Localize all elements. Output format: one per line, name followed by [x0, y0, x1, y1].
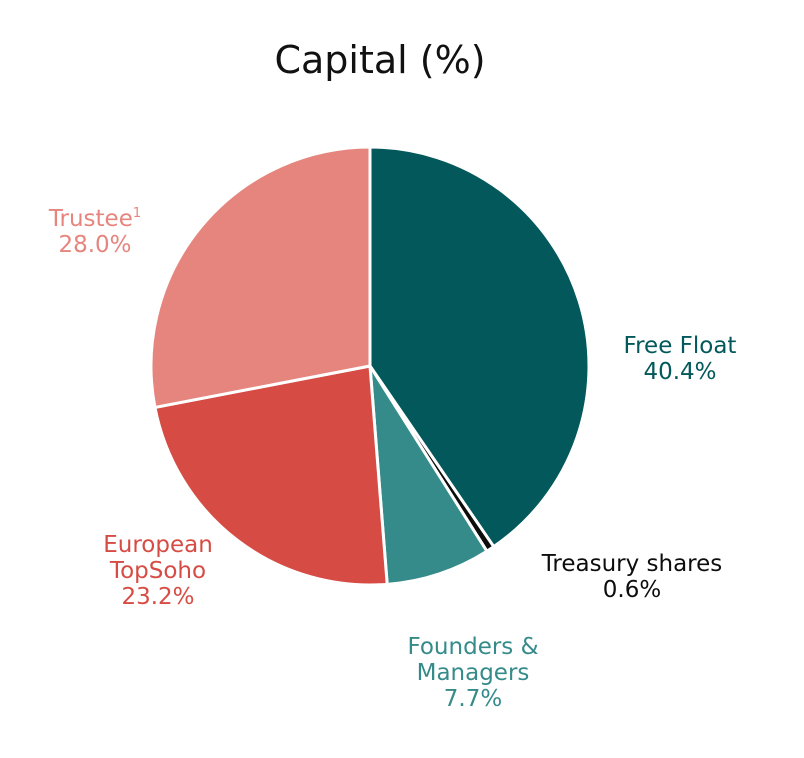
label-free-float-value: 40.4% [643, 359, 717, 385]
pie-slice-founders-managers [368, 364, 489, 586]
label-free-float-name: Free Float [623, 333, 737, 359]
label-founders-managers: Founders & Managers 7.7% [383, 634, 563, 712]
label-trustee: Trustee1 28.0% [30, 206, 160, 258]
label-treasury-name: Treasury shares [541, 551, 723, 577]
label-european-line1: European [103, 532, 213, 558]
label-european-value: 23.2% [121, 584, 195, 610]
label-trustee-value: 28.0% [58, 232, 132, 258]
label-european-topsoho: European TopSoho 23.2% [88, 532, 228, 610]
trustee-footnote-mark: 1 [132, 205, 142, 221]
label-treasury-value: 0.6% [602, 577, 662, 603]
label-trustee-line1: Trustee1 [30, 206, 160, 232]
chart-title: Capital (%) [274, 38, 486, 82]
label-founders-line2: Managers [416, 660, 530, 686]
label-founders-value: 7.7% [443, 686, 503, 712]
label-european-line2: TopSoho [109, 558, 207, 584]
pie-slice-free-float [368, 145, 591, 549]
label-trustee-name: Trustee [48, 206, 133, 232]
pie-slice-european-topsoho [153, 364, 389, 587]
pie-slice-trustee [149, 145, 372, 409]
label-founders-line1: Founders & [407, 634, 539, 660]
label-treasury-shares: Treasury shares 0.6% [527, 551, 737, 603]
label-free-float: Free Float 40.4% [610, 333, 750, 385]
